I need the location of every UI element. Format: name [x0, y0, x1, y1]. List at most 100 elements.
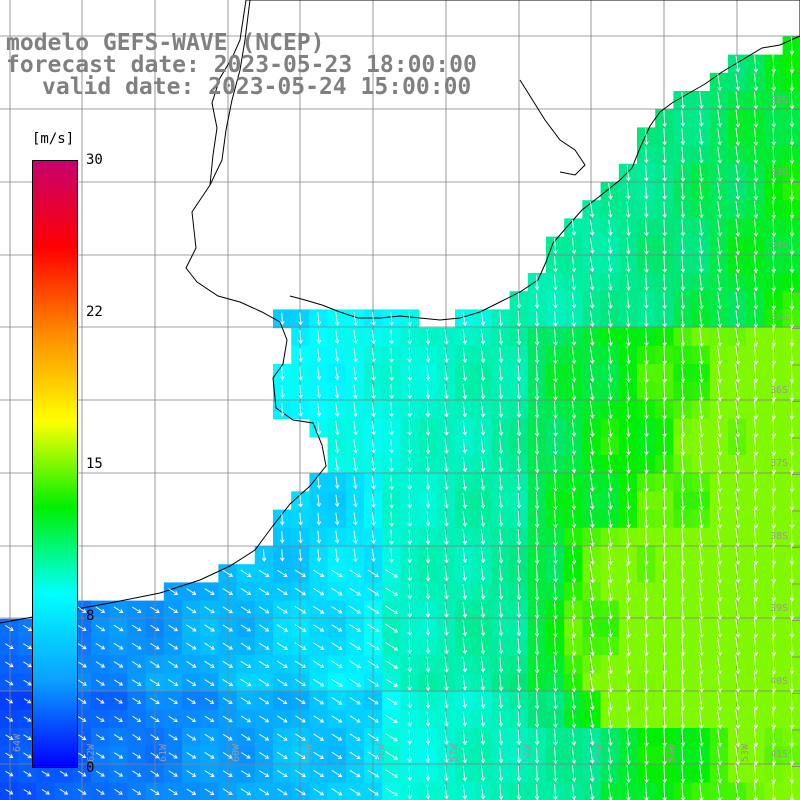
wind-arrow [444, 565, 449, 582]
wind-arrow [626, 582, 631, 602]
wind-arrow [389, 439, 394, 454]
wind-arrow [735, 310, 741, 328]
wind-arrow [717, 73, 722, 91]
wind-arrow [680, 327, 686, 347]
wind-arrow [425, 329, 431, 345]
wind-arrow [204, 588, 215, 595]
wind-arrow [22, 624, 33, 631]
wind-cell [254, 782, 274, 800]
wind-arrow [553, 582, 558, 601]
lat-label-33s: 33S [770, 167, 789, 178]
wind-arrow [717, 91, 722, 110]
wind-arrow [717, 418, 723, 438]
wind-arrow [444, 674, 449, 691]
wind-arrow [589, 729, 595, 746]
wind-arrow [41, 770, 50, 777]
wind-arrow [334, 348, 340, 363]
wind-arrow [276, 679, 288, 687]
wind-arrow [316, 402, 322, 417]
wind-arrow [186, 697, 196, 704]
wind-arrow [462, 711, 467, 727]
wind-arrow [498, 311, 504, 327]
wind-arrow [626, 292, 631, 310]
wind-arrow [771, 54, 777, 74]
wind-arrow [498, 674, 504, 692]
wind-arrow [353, 384, 358, 399]
wind-arrow [789, 200, 795, 220]
wind-arrow [680, 164, 686, 182]
wind-cell [236, 782, 256, 800]
wind-arrow [222, 624, 233, 632]
wind-arrow [516, 711, 522, 728]
wind-arrow [789, 691, 795, 711]
wind-arrow [331, 569, 343, 578]
wind-arrow [462, 420, 468, 436]
wind-arrow [571, 346, 577, 365]
wind-arrow [316, 476, 322, 490]
wind-arrow [407, 584, 412, 600]
wind-arrow [680, 563, 686, 584]
wind-arrow [23, 698, 32, 704]
wind-arrow [480, 492, 486, 510]
wind-arrow [204, 606, 215, 614]
wind-arrow [644, 437, 649, 456]
wind-arrow [425, 547, 431, 564]
wind-arrow [589, 747, 595, 764]
wind-cell [0, 782, 19, 800]
wind-arrow [77, 625, 87, 631]
wind-arrow [149, 679, 161, 686]
wind-arrow [407, 456, 412, 473]
wind-arrow [771, 273, 777, 292]
wind-arrow [371, 475, 376, 490]
wind-arrow [589, 274, 595, 291]
wind-arrow [771, 691, 777, 711]
wind-arrow [295, 715, 306, 723]
wind-arrow [680, 673, 686, 693]
wind-arrow [553, 346, 558, 365]
wind-arrow [553, 564, 558, 583]
wind-arrow [298, 384, 303, 399]
wind-arrow [353, 329, 358, 345]
wind-arrow [608, 600, 613, 620]
wind-arrow [753, 509, 759, 529]
wind-arrow [407, 366, 412, 381]
wind-arrow [516, 511, 522, 528]
wind-arrow [534, 765, 540, 782]
wind-arrow [735, 164, 741, 182]
wind-arrow [735, 236, 741, 256]
wind-arrow [644, 600, 649, 620]
wind-arrow [425, 420, 431, 436]
wind-arrow [95, 661, 106, 668]
wind-arrow [258, 624, 270, 632]
wind-arrow [5, 679, 14, 686]
wind-arrow [313, 587, 325, 596]
wind-arrow [480, 620, 486, 637]
wind-arrow [349, 624, 361, 632]
wind-arrow [444, 602, 449, 618]
wind-arrow [589, 310, 595, 328]
wind-arrow [717, 600, 723, 620]
lat-label-37s: 37S [770, 458, 789, 469]
wind-arrow [335, 311, 340, 326]
wind-arrow [334, 384, 340, 399]
wind-arrow [480, 383, 486, 400]
wind-arrow [626, 691, 631, 711]
wind-arrow [516, 638, 522, 655]
wind-arrow [553, 729, 558, 746]
wind-arrow [699, 91, 704, 110]
colorbar-tick-8: 8 [86, 608, 95, 624]
wind-arrow [626, 219, 631, 237]
wind-arrow [735, 55, 741, 73]
wind-arrow [298, 312, 303, 326]
wind-arrow [589, 655, 595, 675]
wind-arrow [626, 527, 631, 547]
wind-arrow [316, 330, 322, 345]
wind-arrow [331, 715, 343, 723]
wind-arrow [608, 364, 613, 383]
wind-arrow [789, 54, 795, 74]
wind-arrow [444, 329, 449, 345]
wind-arrow [150, 788, 160, 795]
wind-arrow [753, 146, 759, 165]
wind-arrow [480, 402, 486, 418]
wind-arrow [626, 327, 631, 347]
